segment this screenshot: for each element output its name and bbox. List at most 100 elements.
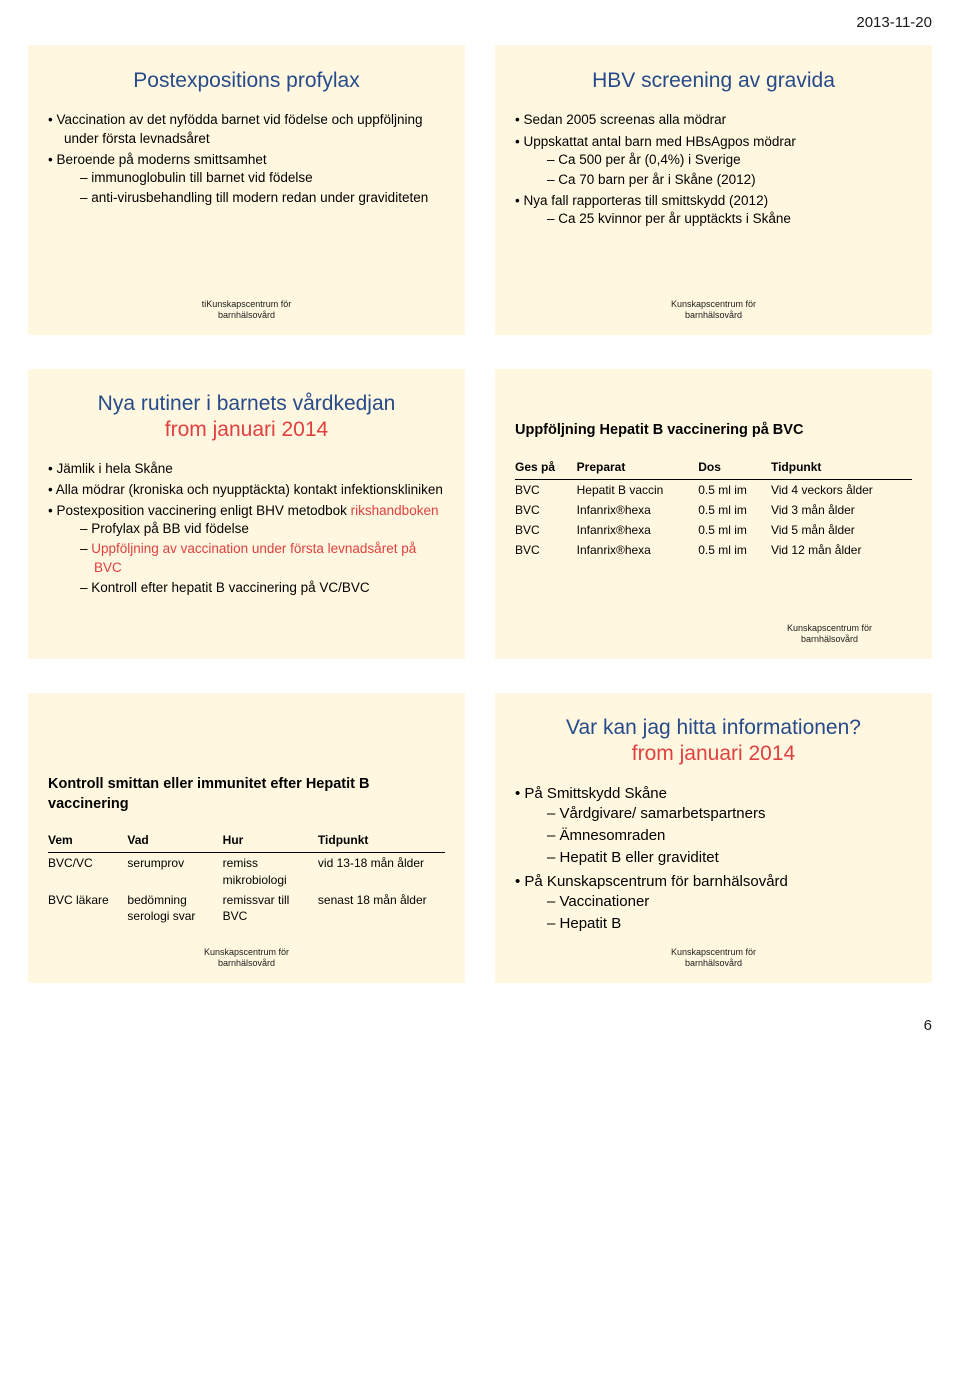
page-number: 6	[28, 1017, 932, 1034]
list-item: På Smittskydd Skåne Vårdgivare/ samarbet…	[515, 784, 912, 869]
slide-title: Nya rutiner i barnets vårdkedjan from ja…	[48, 391, 445, 444]
slide-title: Postexpositions profylax	[48, 67, 445, 95]
footer-line2: barnhälsovård	[218, 310, 275, 320]
list-text: Uppskattat antal barn med HBsAgpos mödra…	[523, 134, 795, 149]
list-item: Beroende på moderns smittsamhet immunogl…	[48, 151, 445, 208]
page: 2013-11-20 Postexpositions profylax Vacc…	[0, 0, 960, 1062]
cell: remiss mikrobiologi	[223, 853, 318, 890]
kontroll-table: Vem Vad Hur Tidpunkt BVC/VC serumprov re…	[48, 828, 445, 926]
cell: Infanrix®hexa	[577, 520, 699, 540]
table-row: BVC Infanrix®hexa 0.5 ml im Vid 12 mån å…	[515, 540, 912, 560]
cell: BVC	[515, 520, 577, 540]
footer-line1: Kunskapscentrum för	[671, 299, 756, 309]
footer-line1: Kunskapscentrum för	[787, 623, 872, 633]
cell: serumprov	[127, 853, 222, 890]
sublist-red: Uppföljning av vaccination under första …	[91, 541, 416, 574]
cell: Vid 12 mån ålder	[771, 540, 912, 560]
slide-nya-rutiner: Nya rutiner i barnets vårdkedjan from ja…	[28, 369, 465, 659]
slide-var-hitta: Var kan jag hitta informationen? from ja…	[495, 693, 932, 983]
cell: BVC läkare	[48, 890, 127, 926]
col-preparat: Preparat	[577, 455, 699, 480]
cell: 0.5 ml im	[698, 540, 771, 560]
list-item: Sedan 2005 screenas alla mödrar	[515, 111, 912, 129]
sublist-item: Ca 25 kvinnor per år upptäckts i Skåne	[531, 210, 912, 228]
table-row: BVC Infanrix®hexa 0.5 ml im Vid 3 mån ål…	[515, 500, 912, 520]
sublist-item: Ca 500 per år (0,4%) i Sverige	[531, 151, 912, 169]
footer-line1: Kunskapscentrum för	[671, 947, 756, 957]
slide-row-3: Kontroll smittan eller immunitet efter H…	[28, 693, 932, 983]
list-text: Nya fall rapporteras till smittskydd (20…	[523, 193, 768, 208]
cell: vid 13-18 mån ålder	[318, 853, 445, 890]
footer-line2: barnhälsovård	[218, 958, 275, 968]
list-text: På Smittskydd Skåne	[524, 785, 667, 802]
sublist-item: Vårdgivare/ samarbetspartners	[531, 804, 912, 824]
list-item: Vaccination av det nyfödda barnet vid fö…	[48, 111, 445, 147]
slide-title: HBV screening av gravida	[515, 67, 912, 95]
cell: 0.5 ml im	[698, 479, 771, 500]
cell: BVC	[515, 479, 577, 500]
footer-line2: barnhälsovård	[685, 958, 742, 968]
slide-hbv-screening: HBV screening av gravida Sedan 2005 scre…	[495, 45, 932, 335]
sublist-item: Profylax på BB vid födelse	[64, 520, 445, 538]
sublist-item: Hepatit B	[531, 914, 912, 934]
slide-uppfoljning-table: Uppföljning Hepatit B vaccinering på BVC…	[495, 369, 932, 659]
slide-title: Var kan jag hitta informationen? from ja…	[515, 715, 912, 768]
cell: BVC	[515, 500, 577, 520]
sublist-item: immunoglobulin till barnet vid födelse	[64, 169, 445, 187]
list-item: Nya fall rapporteras till smittskydd (20…	[515, 192, 912, 228]
cell: remissvar till BVC	[223, 890, 318, 926]
footer-line1: tiKunskapscentrum för	[202, 299, 292, 309]
slide-footer: Kunskapscentrum för barnhälsovård	[495, 947, 932, 969]
table-row: BVC läkare bedömning serologi svar remis…	[48, 890, 445, 926]
cell: Infanrix®hexa	[577, 540, 699, 560]
list-text: På Kunskapscentrum för barnhälsovård	[524, 873, 787, 890]
col-vem: Vem	[48, 828, 127, 853]
page-date: 2013-11-20	[28, 14, 932, 31]
list-text: Beroende på moderns smittsamhet	[56, 152, 266, 167]
slide-footer: Kunskapscentrum för barnhälsovård	[787, 623, 872, 645]
table-title: Uppföljning Hepatit B vaccinering på BVC	[515, 421, 912, 441]
sublist-item: Hepatit B eller graviditet	[531, 848, 912, 868]
slide-row-2: Nya rutiner i barnets vårdkedjan from ja…	[28, 369, 932, 659]
cell: Vid 4 veckors ålder	[771, 479, 912, 500]
sublist-item: Kontroll efter hepatit B vaccinering på …	[64, 579, 445, 597]
list-item: Alla mödrar (kroniska och nyupptäckta) k…	[48, 481, 445, 499]
col-vad: Vad	[127, 828, 222, 853]
footer-line2: barnhälsovård	[801, 634, 858, 644]
cell: bedömning serologi svar	[127, 890, 222, 926]
footer-line1: Kunskapscentrum för	[204, 947, 289, 957]
col-dos: Dos	[698, 455, 771, 480]
cell: Hepatit B vaccin	[577, 479, 699, 500]
cell: 0.5 ml im	[698, 500, 771, 520]
table-row: BVC/VC serumprov remiss mikrobiologi vid…	[48, 853, 445, 890]
col-hur: Hur	[223, 828, 318, 853]
slide-row-1: Postexpositions profylax Vaccination av …	[28, 45, 932, 335]
title-part-b: from januari 2014	[165, 418, 328, 441]
col-tidpunkt: Tidpunkt	[318, 828, 445, 853]
slide-postexpositions: Postexpositions profylax Vaccination av …	[28, 45, 465, 335]
list-item: Postexposition vaccinering enligt BHV me…	[48, 502, 445, 597]
cell: Infanrix®hexa	[577, 500, 699, 520]
table-title: Kontroll smittan eller immunitet efter H…	[48, 775, 445, 814]
title-part-a: Var kan jag hitta informationen?	[566, 716, 861, 739]
list-text: Postexposition vaccinering enligt BHV me…	[56, 503, 350, 518]
sublist-item: Ca 70 barn per år i Skåne (2012)	[531, 171, 912, 189]
title-part-a: Nya rutiner i barnets vårdkedjan	[98, 392, 396, 415]
col-ges: Ges på	[515, 455, 577, 480]
table-row: BVC Infanrix®hexa 0.5 ml im Vid 5 mån ål…	[515, 520, 912, 540]
table-header-row: Vem Vad Hur Tidpunkt	[48, 828, 445, 853]
sublist-item: Uppföljning av vaccination under första …	[64, 540, 445, 576]
slide-kontroll-table: Kontroll smittan eller immunitet efter H…	[28, 693, 465, 983]
list-item: Uppskattat antal barn med HBsAgpos mödra…	[515, 133, 912, 190]
slide-footer: Kunskapscentrum för barnhälsovård	[28, 947, 465, 969]
cell: BVC	[515, 540, 577, 560]
table-header-row: Ges på Preparat Dos Tidpunkt	[515, 455, 912, 480]
slide-footer: Kunskapscentrum för barnhälsovård	[495, 299, 932, 321]
link-rikshandboken[interactable]: rikshandboken	[351, 503, 439, 518]
sublist-item: Ämnesomraden	[531, 826, 912, 846]
cell: senast 18 mån ålder	[318, 890, 445, 926]
sublist-item: Vaccinationer	[531, 892, 912, 912]
sublist-item: anti-virusbehandling till modern redan u…	[64, 189, 445, 207]
slide-footer: tiKunskapscentrum för barnhälsovård	[28, 299, 465, 321]
cell: 0.5 ml im	[698, 520, 771, 540]
